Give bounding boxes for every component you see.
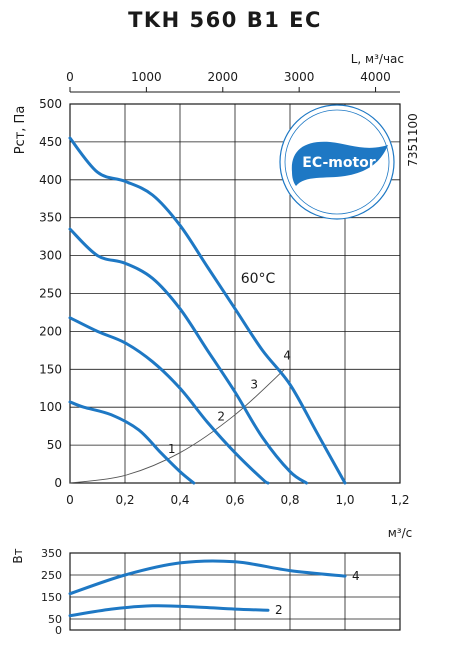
power-curve-label-2: 2 [275,603,283,617]
x-tick-label: 0,6 [225,493,244,507]
temperature-label: 60°C [241,271,276,287]
side-code: 7351100 [406,113,420,166]
y-tick-label: 250 [39,287,62,301]
power-y-tick-label: 350 [41,547,62,560]
y-tick-label: 450 [39,135,62,149]
top-tick-label: 4000 [360,70,391,84]
x-tick-label: 0 [66,493,74,507]
power-y-tick-label: 50 [48,613,62,626]
top-tick-label: 3000 [284,70,315,84]
airflow-m3s-label: м³/с [388,526,413,540]
power-curve-2 [68,604,270,618]
power-curve-label-4: 4 [352,569,360,583]
curve-label-2: 2 [217,409,225,423]
power-labels: 24 [275,569,360,617]
pressure-curve-3 [68,227,308,485]
x-tick-label: 0,2 [115,493,134,507]
y-tick-label: 500 [39,97,62,111]
y-tick-label: 200 [39,324,62,338]
system-curve-layer [69,368,285,484]
y-tick-label: 300 [39,249,62,263]
curve-label-3: 3 [250,377,258,391]
pressure-curve-2 [68,316,270,485]
curve-label-1: 1 [168,442,176,456]
top-tick-label: 0 [66,70,74,84]
pressure-curve-4 [68,136,347,485]
top-tick-label: 2000 [208,70,239,84]
top-tick-label: 1000 [131,70,162,84]
y-tick-label: 100 [39,400,62,414]
pressure-curves [68,136,347,485]
power-y-tick-label: 150 [41,591,62,604]
power-y-tick-label: 0 [55,624,62,637]
ec-motor-badge: EC-motor [279,104,395,220]
airflow-m3h-label: L, м³/час [351,52,404,66]
power-curve-4 [68,559,347,596]
power-curves [68,559,347,618]
y-tick-label: 350 [39,211,62,225]
power-y-tick-label: 250 [41,569,62,582]
system-resistance-curve [69,368,285,484]
chart-title: TKH 560 B1 EC [128,8,322,32]
badge-label: EC-motor [302,155,375,171]
badge-leaf-icon [291,141,388,186]
x-tick-label: 0,4 [170,493,189,507]
y-tick-label: 150 [39,362,62,376]
pressure-axis-label: Pст, Па [13,106,28,155]
x-tick-label: 1,2 [390,493,409,507]
y-tick-label: 400 [39,173,62,187]
curve-label-4: 4 [283,349,291,363]
y-tick-label: 50 [47,438,62,452]
power-axis-label: Вт [11,548,25,563]
y-tick-label: 0 [54,476,62,490]
x-tick-label: 0,8 [280,493,299,507]
x-tick-label: 1,0 [335,493,354,507]
pressure-labels: 1 2 3 4 [168,349,291,456]
pressure-curve-1 [68,400,196,485]
